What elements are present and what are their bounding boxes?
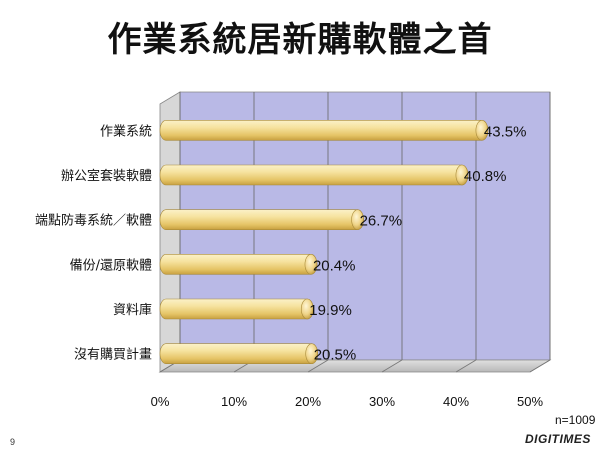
value-label: 20.4% (313, 257, 356, 274)
value-label: 19.9% (309, 302, 352, 319)
category-label: 資料庫 (113, 303, 152, 318)
bar (159, 254, 318, 275)
bar (159, 298, 314, 320)
bars (159, 120, 489, 364)
gridline-floor (307, 359, 329, 373)
bar (159, 164, 469, 186)
bar (159, 209, 364, 230)
bar-cap (475, 120, 489, 141)
value-label: 20.5% (314, 347, 357, 364)
x-tick-label: 50% (517, 394, 543, 409)
x-tick-label: 40% (443, 394, 469, 409)
value-labels: 43.5% 40.8% 26.7% 20.4% 19.9% 20.5% (309, 123, 526, 363)
gridline-floor (381, 359, 403, 373)
bar (159, 120, 489, 141)
category-label: 端點防毒系統／軟體 (35, 213, 152, 229)
category-label: 辦公室套裝軟體 (61, 168, 152, 184)
x-tick-label: 20% (295, 394, 321, 409)
bar (159, 343, 319, 364)
value-label: 26.7% (360, 213, 403, 230)
value-label: 40.8% (464, 168, 507, 185)
value-label: 43.5% (484, 123, 527, 140)
bar-body (159, 209, 364, 230)
category-label: 備份/還原軟體 (70, 257, 152, 273)
bar-body (159, 298, 314, 320)
bar-cap (304, 254, 318, 275)
x-tick-label: 10% (221, 394, 247, 409)
bar-body (159, 164, 469, 186)
category-label: 沒有購買計畫 (74, 347, 152, 363)
x-tick-label: 0% (151, 394, 170, 409)
gridline-floor (455, 359, 477, 373)
bar-cap (305, 343, 319, 364)
brand-logo: DIGITIMES (525, 432, 591, 446)
bar-body (159, 343, 318, 364)
x-axis-ticks: 0% 10% 20% 30% 40% 50% (151, 394, 544, 409)
bar-cap (455, 164, 469, 186)
bar-cap (351, 209, 364, 230)
bar-cap (300, 298, 314, 320)
gridline-floor (529, 359, 551, 373)
category-label: 作業系統 (100, 123, 152, 139)
bar-body (159, 254, 318, 275)
chart-title: 作業系統居新購軟體之首 (107, 20, 493, 60)
sample-size-note: n=1009 (555, 413, 596, 427)
bar-body (159, 120, 489, 141)
x-tick-label: 30% (369, 394, 395, 409)
page-number: 9 (10, 437, 16, 447)
